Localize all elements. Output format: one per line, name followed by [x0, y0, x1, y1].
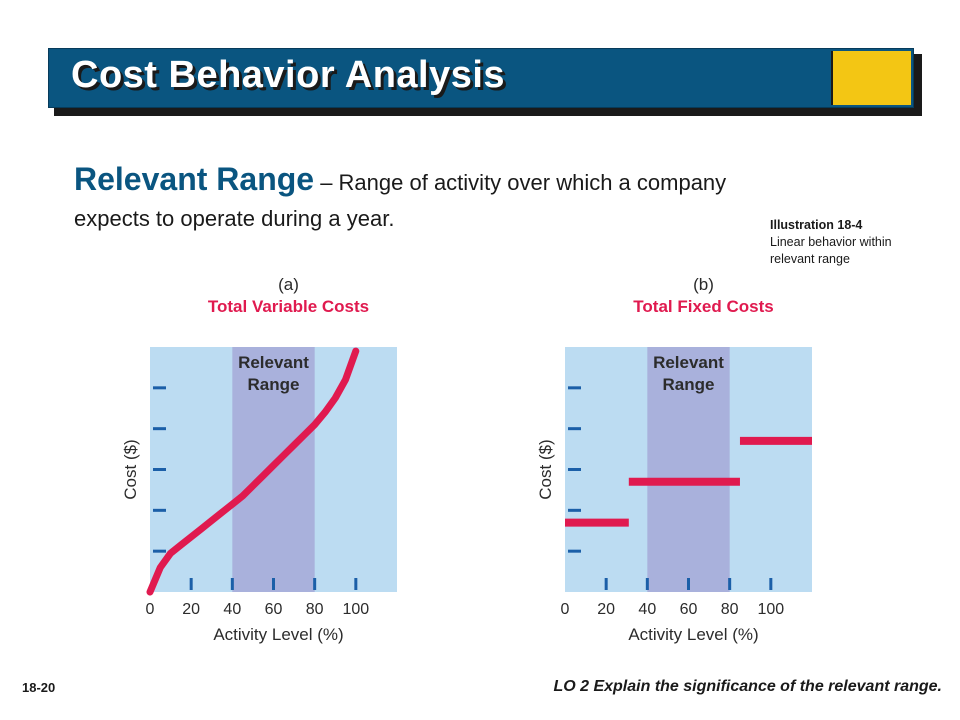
band-label-line2: Range	[248, 375, 300, 394]
illustration-caption-line1: Linear behavior within	[770, 235, 892, 249]
y-axis-label: Cost ($)	[536, 439, 555, 499]
x-tick-label: 60	[265, 601, 283, 618]
slide-title: Cost Behavior Analysis	[71, 54, 506, 96]
band-label-line1: Relevant	[238, 353, 309, 372]
chart-total-fixed-costs: (b) Total Fixed Costs Relevant Range 0 20 40 60…	[536, 275, 812, 644]
definition: Relevant Range – Range of activity over …	[74, 161, 774, 237]
learning-objective: LO 2 Explain the significance of the rel…	[553, 678, 942, 695]
x-tick-label: 20	[182, 601, 200, 618]
x-tick-label: 80	[721, 601, 739, 618]
illustration-number: Illustration 18-4	[770, 218, 863, 232]
chart-total-variable-costs: (a) Total Variable Costs Relevant Range 0 20 4…	[121, 275, 397, 644]
cost-curve	[146, 347, 360, 596]
x-tick-label: 40	[223, 601, 241, 618]
x-tick-label: 0	[146, 601, 155, 618]
x-axis-label: Activity Level (%)	[213, 625, 343, 644]
definition-term: Relevant Range	[74, 161, 315, 197]
band-label-line2: Range	[663, 375, 715, 394]
x-tick-label: 20	[597, 601, 615, 618]
chart-title: Total Variable Costs	[208, 297, 369, 316]
band-label-line1: Relevant	[653, 353, 724, 372]
relevant-range-band	[647, 347, 730, 592]
x-tick-label: 100	[757, 601, 784, 618]
illustration-caption-line2: relevant range	[770, 252, 850, 266]
illustration-caption: Illustration 18-4 Linear behavior within…	[770, 217, 892, 268]
banner-accent-block	[831, 51, 911, 105]
x-axis-label: Activity Level (%)	[628, 625, 758, 644]
title-banner: Cost Behavior Analysis	[48, 48, 914, 108]
page-number: 18-20	[22, 680, 56, 695]
x-tick-label: 0	[561, 601, 570, 618]
x-tick-label: 80	[306, 601, 324, 618]
panel-label: (b)	[693, 275, 714, 294]
x-tick-label: 40	[638, 601, 656, 618]
panel-label: (a)	[278, 275, 299, 294]
y-axis-label: Cost ($)	[121, 439, 140, 499]
chart-title: Total Fixed Costs	[633, 297, 773, 316]
definition-text: – Range of activity over which a company…	[74, 170, 727, 231]
x-tick-label: 100	[342, 601, 369, 618]
x-tick-label: 60	[680, 601, 698, 618]
